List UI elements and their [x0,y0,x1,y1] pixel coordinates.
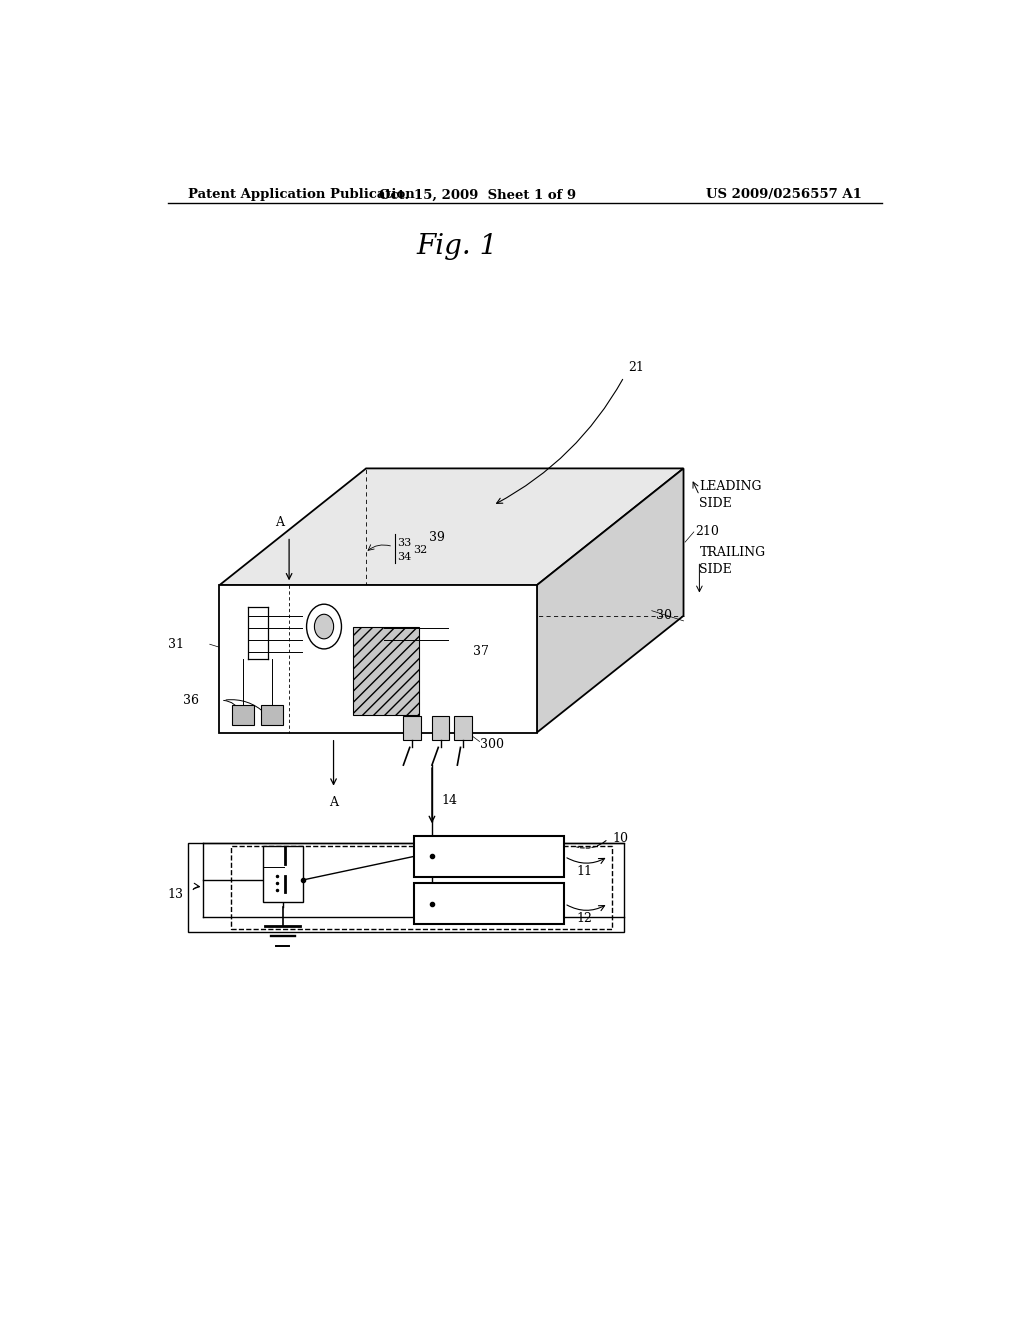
Bar [260,705,283,725]
Text: LEADING: LEADING [699,479,762,492]
Text: DC: DC [479,891,499,904]
Text: 21: 21 [628,360,644,374]
Text: A: A [329,796,338,809]
Bar [455,717,472,739]
Bar [414,836,564,876]
Text: 33: 33 [397,537,412,548]
Text: 31: 31 [168,638,183,651]
Text: SIDE: SIDE [699,564,732,576]
Text: 32: 32 [413,545,427,554]
Text: 210: 210 [695,525,719,539]
Bar [403,717,421,739]
Bar [352,627,419,715]
Text: 13: 13 [168,888,183,902]
Text: 10: 10 [612,833,628,845]
Circle shape [314,614,334,639]
Text: Patent Application Publication: Patent Application Publication [187,189,415,202]
Text: 36: 36 [183,694,200,706]
Text: 34: 34 [397,552,412,562]
Text: 300: 300 [479,738,504,751]
Text: 11: 11 [577,865,592,878]
Text: AMPLIFIER: AMPLIFIER [454,907,525,919]
Text: ANALYZER: ANALYZER [455,858,523,871]
Polygon shape [219,585,537,733]
Text: Oct. 15, 2009  Sheet 1 of 9: Oct. 15, 2009 Sheet 1 of 9 [379,189,575,202]
Polygon shape [219,469,684,585]
Text: IMPEDANCE: IMPEDANCE [450,845,528,858]
Bar [232,705,254,725]
Text: A: A [275,516,284,529]
Bar [187,843,624,932]
Text: Fig. 1: Fig. 1 [417,234,498,260]
Text: 14: 14 [441,795,458,808]
Bar [432,717,450,739]
Polygon shape [537,469,684,733]
Bar [414,883,564,924]
Circle shape [306,605,341,649]
Bar [263,846,303,902]
Text: TRAILING: TRAILING [699,545,766,558]
Text: SIDE: SIDE [699,496,732,510]
Bar [231,846,612,929]
Text: 12: 12 [577,912,592,925]
Text: 37: 37 [473,645,489,659]
Text: 39: 39 [429,531,444,544]
Text: US 2009/0256557 A1: US 2009/0256557 A1 [707,189,862,202]
Text: 30: 30 [655,610,672,622]
